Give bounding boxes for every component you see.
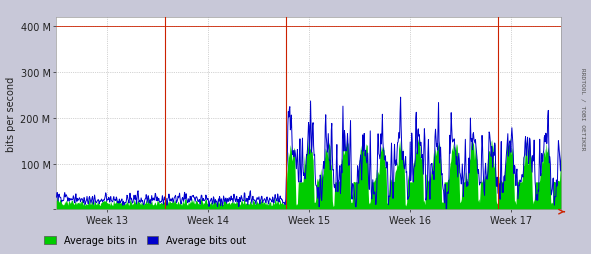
Y-axis label: bits per second: bits per second: [7, 76, 17, 151]
Text: RRDTOOL / TOBI OETIKER: RRDTOOL / TOBI OETIKER: [580, 68, 585, 150]
Legend: Average bits in, Average bits out: Average bits in, Average bits out: [40, 231, 250, 249]
